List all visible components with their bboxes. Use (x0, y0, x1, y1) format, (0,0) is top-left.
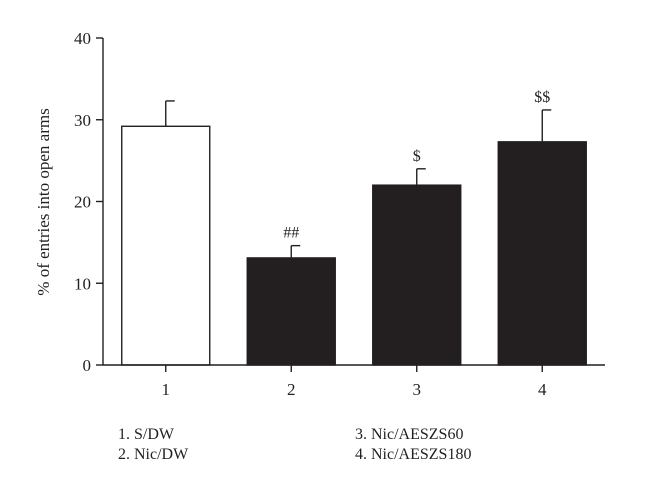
annotations-layer: ##$$$ (283, 89, 550, 242)
bar-2 (246, 257, 336, 366)
bar-4 (497, 141, 587, 366)
legend-item-1: 1. S/DW (118, 426, 175, 443)
y-tick-label: 30 (74, 111, 91, 130)
legend-item-2: 2. Nic/DW (118, 446, 189, 463)
y-tick-label: 40 (74, 29, 91, 48)
y-ticks-layer: 0 10 20 30 40 (74, 29, 103, 375)
x-tick-label: 4 (538, 380, 547, 399)
bar-3 (372, 184, 462, 366)
y-tick-label: 0 (83, 356, 92, 375)
y-tick-label: 10 (74, 274, 91, 293)
x-tick-label: 1 (162, 380, 171, 399)
x-tick-label: 3 (413, 380, 422, 399)
y-axis-label: % of entries into open arms (34, 108, 53, 295)
legend-item-4: 4. Nic/AESZS180 (355, 446, 471, 463)
x-ticks-layer: 1 2 3 4 (162, 365, 547, 399)
significance-mark-3: $ (413, 148, 421, 165)
y-tick-label: 20 (74, 193, 91, 212)
significance-mark-2: ## (283, 225, 299, 242)
bars-layer (121, 125, 587, 366)
legend-item-3: 3. Nic/AESZS60 (355, 426, 463, 443)
x-tick-label: 2 (287, 380, 296, 399)
legend: 1. S/DW 2. Nic/DW 3. Nic/AESZS60 4. Nic/… (118, 426, 471, 463)
significance-mark-4: $$ (534, 89, 550, 106)
error-bars-layer (165, 100, 552, 258)
bar-1 (121, 125, 211, 366)
